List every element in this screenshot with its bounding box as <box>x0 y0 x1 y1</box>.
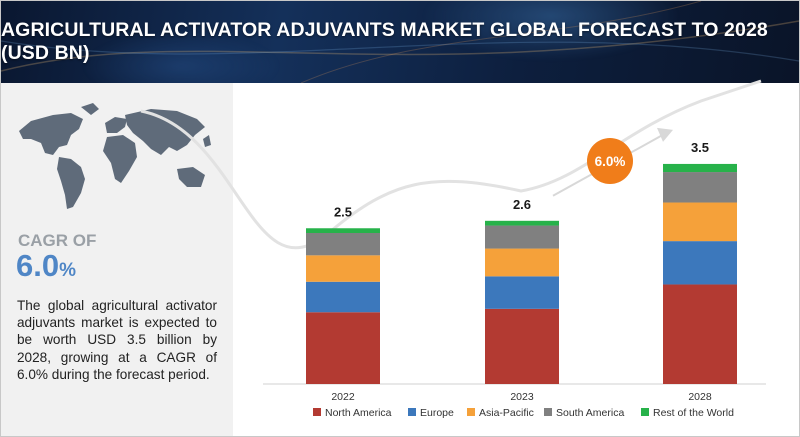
banner-light-streaks <box>1 1 799 83</box>
world-map-icon <box>19 103 211 209</box>
bar-2028-asia-pacific <box>663 202 737 242</box>
legend-swatch-asia-pacific <box>467 408 475 416</box>
bar-2022-north-america <box>306 312 380 384</box>
bar-2023-asia-pacific <box>485 248 559 277</box>
legend-label-north-america: North America <box>325 407 392 419</box>
total-label-2022: 2.5 <box>334 204 352 219</box>
legend-swatch-north-america <box>313 408 321 416</box>
growth-badge <box>587 138 633 184</box>
bar-2022-rest-of-the-world <box>306 228 380 233</box>
page-title: AGRICULTURAL ACTIVATOR ADJUVANTS MARKET … <box>1 19 768 64</box>
x-tick-2023: 2023 <box>510 391 534 403</box>
bar-2022-asia-pacific <box>306 255 380 282</box>
bar-2028-north-america <box>663 284 737 384</box>
total-label-2028: 3.5 <box>691 140 709 155</box>
total-label-2023: 2.6 <box>513 197 531 212</box>
x-tick-2028: 2028 <box>688 391 712 403</box>
cagr-value: 6.0% <box>16 248 76 284</box>
legend-label-asia-pacific: Asia-Pacific <box>479 407 534 419</box>
legend-swatch-europe <box>408 408 416 416</box>
legend-label-rest-of-the-world: Rest of the World <box>653 407 734 419</box>
bar-2022-south-america <box>306 232 380 256</box>
growth-badge-label: 6.0% <box>595 154 626 169</box>
cagr-number: 6.0 <box>16 248 60 283</box>
bar-2028-europe <box>663 241 737 285</box>
bar-2023-south-america <box>485 225 559 249</box>
header-banner: AGRICULTURAL ACTIVATOR ADJUVANTS MARKET … <box>1 1 799 83</box>
bar-2023-rest-of-the-world <box>485 220 559 226</box>
legend-label-europe: Europe <box>420 407 454 419</box>
bar-2022-europe <box>306 281 380 313</box>
x-tick-2022: 2022 <box>331 391 355 403</box>
bar-2023-north-america <box>485 308 559 384</box>
cagr-label: CAGR OF <box>18 231 97 250</box>
bar-2028-rest-of-the-world <box>663 163 737 173</box>
legend-swatch-rest-of-the-world <box>641 408 649 416</box>
legend-label-south-america: South America <box>556 407 624 419</box>
market-description: The global agricultural activator adjuva… <box>17 298 217 382</box>
bar-2023-europe <box>485 276 559 309</box>
cagr-unit: % <box>59 260 77 281</box>
bar-2028-south-america <box>663 172 737 203</box>
growth-arrow-head <box>657 127 673 142</box>
legend-swatch-south-america <box>544 408 552 416</box>
